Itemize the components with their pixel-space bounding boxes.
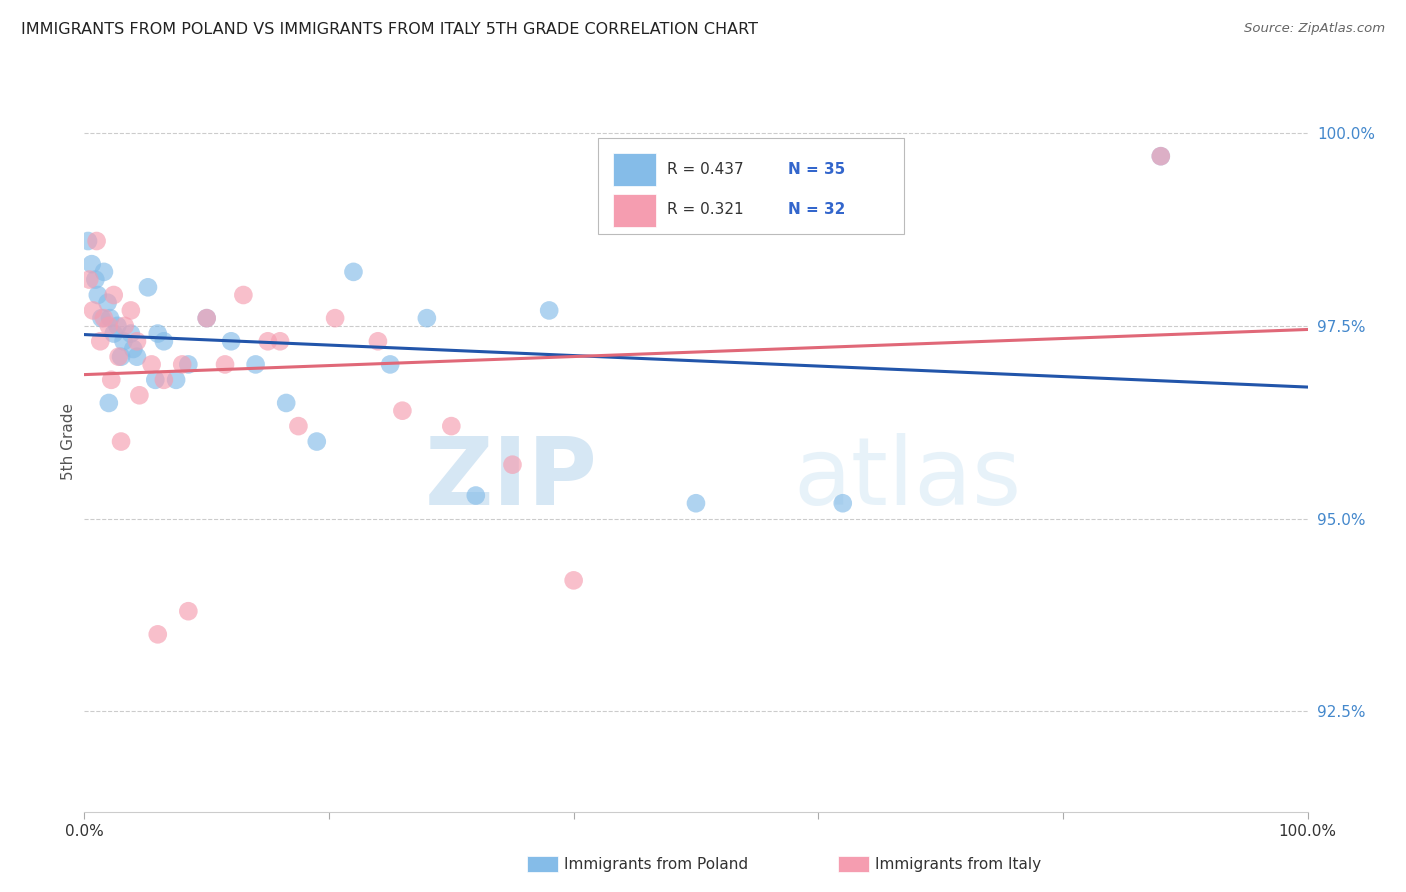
Text: R = 0.321: R = 0.321 xyxy=(666,202,744,218)
Point xyxy=(110,434,132,449)
Point xyxy=(269,334,291,349)
Point xyxy=(195,311,218,326)
Text: ZIP: ZIP xyxy=(425,433,598,524)
Point xyxy=(502,458,524,472)
Point xyxy=(93,311,115,326)
Point xyxy=(97,396,120,410)
Point xyxy=(232,288,254,302)
Point xyxy=(89,334,111,349)
Point xyxy=(128,388,150,402)
Point xyxy=(323,311,346,326)
Point xyxy=(219,334,242,349)
Text: IMMIGRANTS FROM POLAND VS IMMIGRANTS FROM ITALY 5TH GRADE CORRELATION CHART: IMMIGRANTS FROM POLAND VS IMMIGRANTS FRO… xyxy=(21,22,758,37)
FancyBboxPatch shape xyxy=(613,153,655,186)
Point xyxy=(464,489,486,503)
Point xyxy=(120,326,142,341)
Point xyxy=(538,303,561,318)
Text: N = 35: N = 35 xyxy=(787,161,845,177)
Point xyxy=(245,358,267,372)
Point xyxy=(110,350,132,364)
Point xyxy=(90,311,112,326)
Point xyxy=(107,350,129,364)
Point xyxy=(367,334,389,349)
Point xyxy=(342,265,364,279)
Point xyxy=(165,373,187,387)
Point xyxy=(105,318,128,333)
Point xyxy=(440,419,463,434)
Point xyxy=(153,373,176,387)
Point xyxy=(214,358,236,372)
Point xyxy=(391,403,413,417)
Point xyxy=(86,234,108,248)
Point xyxy=(125,334,148,349)
Point xyxy=(276,396,298,410)
Text: R = 0.437: R = 0.437 xyxy=(666,161,744,177)
Text: atlas: atlas xyxy=(794,433,1022,524)
Point xyxy=(84,272,107,286)
Point xyxy=(125,350,148,364)
Point xyxy=(380,358,402,372)
Text: Immigrants from Italy: Immigrants from Italy xyxy=(875,857,1040,871)
Point xyxy=(257,334,280,349)
Point xyxy=(1150,149,1173,163)
Point xyxy=(177,604,200,618)
Point xyxy=(93,265,115,279)
Point xyxy=(143,373,166,387)
Point xyxy=(97,318,120,333)
Point xyxy=(562,574,585,588)
Point xyxy=(195,311,218,326)
Point xyxy=(120,303,142,318)
Point xyxy=(287,419,309,434)
Point xyxy=(100,373,122,387)
Point xyxy=(122,342,145,356)
Point xyxy=(1150,149,1173,163)
Point xyxy=(172,358,194,372)
Text: Source: ZipAtlas.com: Source: ZipAtlas.com xyxy=(1244,22,1385,36)
Text: Immigrants from Poland: Immigrants from Poland xyxy=(564,857,748,871)
Point xyxy=(141,358,163,372)
Point xyxy=(153,334,176,349)
Point xyxy=(77,234,100,248)
Point xyxy=(97,295,120,310)
Point xyxy=(82,303,104,318)
Point xyxy=(77,272,100,286)
Point xyxy=(305,434,328,449)
FancyBboxPatch shape xyxy=(613,194,655,227)
Point xyxy=(831,496,853,510)
Point xyxy=(114,318,136,333)
Text: N = 32: N = 32 xyxy=(787,202,845,218)
Point xyxy=(146,326,169,341)
Point xyxy=(177,358,200,372)
Point xyxy=(146,627,169,641)
Point xyxy=(98,311,121,326)
Point xyxy=(103,326,125,341)
Point xyxy=(103,288,125,302)
Point xyxy=(112,334,135,349)
Y-axis label: 5th Grade: 5th Grade xyxy=(60,403,76,480)
Point xyxy=(87,288,110,302)
Point xyxy=(136,280,159,294)
Point xyxy=(416,311,439,326)
Point xyxy=(685,496,707,510)
FancyBboxPatch shape xyxy=(598,138,904,235)
Point xyxy=(80,257,103,271)
